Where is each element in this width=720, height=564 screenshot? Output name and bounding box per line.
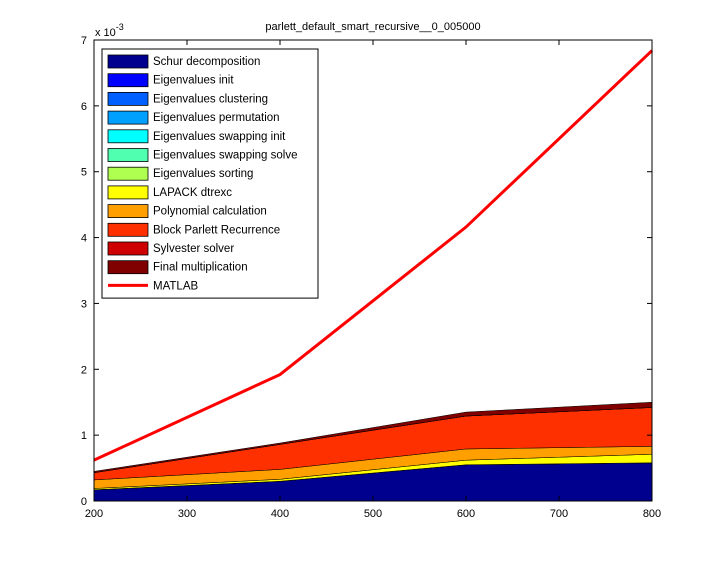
matlab-line-layer	[93, 49, 654, 462]
legend-swatch	[107, 54, 149, 69]
y-tick-label: 7	[81, 35, 87, 47]
x-tick-label: 300	[178, 508, 196, 520]
matlab-line	[93, 49, 654, 462]
legend-label: MATLAB	[153, 280, 198, 292]
legend-swatch	[107, 73, 149, 88]
y-tick-label: 1	[81, 430, 87, 442]
legend-label: Eigenvalues swapping init	[153, 131, 286, 143]
y-tick-label: 6	[81, 101, 87, 113]
y-exponent-label: x 10-3	[95, 22, 124, 39]
x-tick-label: 400	[271, 508, 289, 520]
y-exponent-base: x 10	[95, 27, 116, 39]
legend-label: Eigenvalues permutation	[153, 112, 280, 124]
legend-swatch	[107, 166, 149, 181]
legend-swatch	[107, 92, 149, 106]
y-tick-label: 2	[81, 364, 87, 376]
legend-swatch	[107, 222, 149, 237]
x-tick-label: 500	[364, 508, 382, 520]
legend-label: Eigenvalues sorting	[153, 168, 253, 180]
legend-swatch	[107, 148, 149, 162]
y-tick-label: 4	[81, 233, 87, 245]
y-exponent-power: -3	[116, 22, 124, 32]
legend-label: Block Parlett Recurrence	[153, 224, 280, 236]
y-axis-ticks: 0 1 2 3 4 5 6 7	[81, 35, 652, 508]
x-tick-label: 600	[457, 508, 475, 520]
legend-swatch	[107, 129, 149, 144]
legend-swatch	[107, 185, 149, 200]
legend-swatch	[107, 260, 149, 275]
legend-swatch	[107, 241, 149, 256]
y-tick-label: 3	[81, 298, 87, 310]
legend: Schur decomposition Eigenvalues init Eigen…	[101, 48, 319, 299]
x-tick-label: 700	[550, 508, 568, 520]
legend-label: Eigenvalues init	[153, 75, 234, 87]
y-tick-label: 5	[81, 167, 87, 179]
legend-label: Polynomial calculation	[153, 206, 267, 218]
legend-swatch	[107, 110, 149, 125]
chart-title: parlett_default_smart_recursive__0_00500…	[265, 21, 480, 33]
legend-label: Final multiplication	[153, 262, 248, 274]
x-tick-label: 200	[85, 508, 103, 520]
legend-label: Schur decomposition	[153, 56, 260, 68]
y-tick-label: 0	[81, 496, 87, 508]
legend-label: LAPACK dtrexc	[153, 187, 232, 199]
legend-label: Sylvester solver	[153, 243, 234, 255]
legend-swatch	[107, 204, 149, 219]
x-axis-ticks: 200 300 400 500 600 700 800	[85, 40, 661, 520]
legend-label: Eigenvalues swapping solve	[153, 150, 297, 162]
x-tick-label: 800	[643, 508, 661, 520]
legend-label: Eigenvalues clustering	[153, 93, 268, 105]
